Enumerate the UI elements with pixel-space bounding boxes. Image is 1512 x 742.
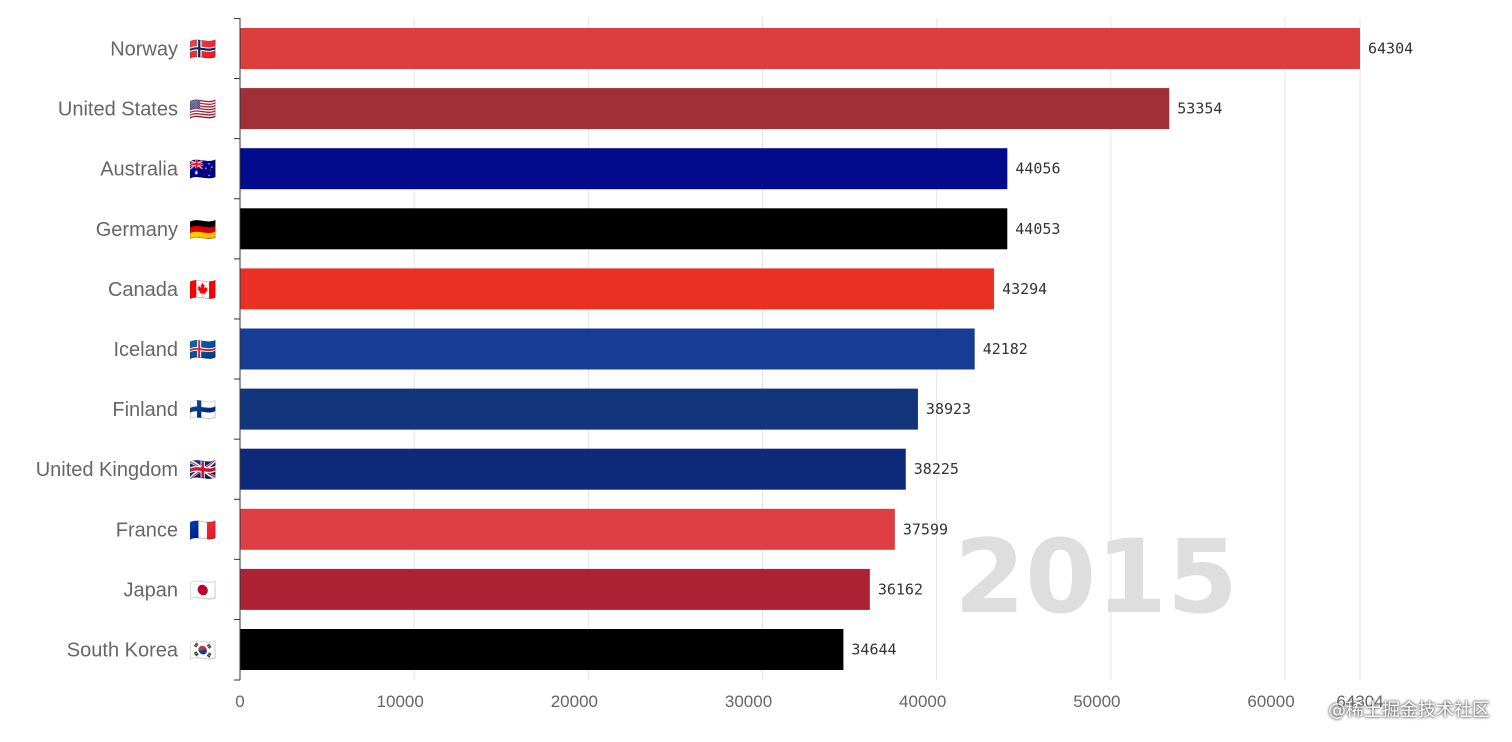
value-label: 53354 (1177, 100, 1222, 118)
flag-icon: 🇩🇪 (189, 217, 216, 242)
value-label: 42182 (983, 340, 1028, 358)
value-label: 38225 (914, 460, 959, 478)
x-tick-label: 0 (235, 692, 244, 711)
value-label: 44053 (1015, 220, 1060, 238)
flag-icon: 🇫🇷 (189, 517, 216, 542)
bar-united-kingdom (240, 448, 906, 490)
x-tick-label: 30000 (725, 692, 772, 711)
x-tick-label-max: 64304 (1336, 692, 1383, 711)
x-tick-label: 50000 (1073, 692, 1120, 711)
x-tick-label: 20000 (551, 692, 598, 711)
category-label: Finland (112, 399, 178, 421)
flag-icon: 🇦🇺 (189, 157, 216, 182)
year-label: 2015 (954, 518, 1238, 637)
category-label: Australia (100, 159, 179, 181)
x-tick-label: 10000 (377, 692, 424, 711)
value-label: 44056 (1015, 160, 1060, 178)
value-label: 43294 (1002, 280, 1047, 298)
value-label: 37599 (903, 520, 948, 538)
category-label: Germany (96, 219, 178, 241)
value-label: 64304 (1368, 40, 1413, 58)
bar-japan (240, 568, 870, 610)
flag-icon: 🇳🇴 (189, 37, 216, 62)
flag-icon: 🇨🇦 (189, 277, 216, 302)
bar-france (240, 508, 895, 550)
bar-germany (240, 208, 1008, 250)
flag-icon: 🇫🇮 (189, 397, 216, 422)
value-label: 36162 (878, 580, 923, 598)
bar-south-korea (240, 629, 844, 670)
bar-norway (240, 28, 1360, 69)
category-label: Japan (124, 579, 179, 601)
bar-iceland (240, 328, 975, 370)
x-tick-label: 40000 (899, 692, 946, 711)
flag-icon: 🇺🇸 (189, 97, 216, 122)
category-label: United States (58, 99, 178, 121)
watermark: @稀土掘金技术社区 (1328, 700, 1490, 721)
value-label: 38923 (926, 400, 971, 418)
bar-finland (240, 388, 918, 430)
flag-icon: 🇰🇷 (189, 638, 216, 663)
value-label: 34644 (851, 641, 896, 659)
x-tick-label: 60000 (1247, 692, 1294, 711)
category-label: Iceland (114, 339, 179, 361)
category-label: United Kingdom (36, 459, 178, 481)
bar-canada (240, 268, 995, 310)
category-label: Canada (108, 279, 179, 301)
flag-icon: 🇯🇵 (189, 577, 216, 602)
bar-australia (240, 148, 1008, 190)
flag-icon: 🇮🇸 (189, 337, 216, 362)
category-label: South Korea (67, 640, 179, 662)
bar-united-states (240, 88, 1170, 130)
category-label: France (116, 519, 178, 541)
flag-icon: 🇬🇧 (189, 457, 216, 482)
category-label: Norway (110, 39, 178, 61)
